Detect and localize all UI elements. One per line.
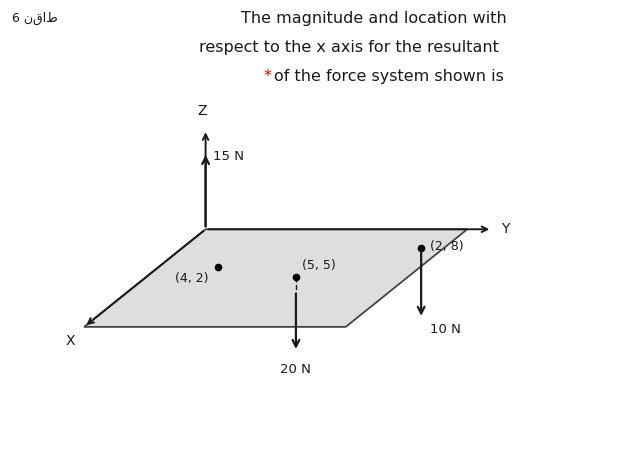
Text: respect to the x axis for the resultant: respect to the x axis for the resultant <box>199 40 499 55</box>
Text: 15 N: 15 N <box>213 150 244 163</box>
Text: X: X <box>65 334 75 348</box>
Text: Y: Y <box>502 222 510 236</box>
Text: (2, 8): (2, 8) <box>430 240 464 252</box>
Text: Z: Z <box>197 104 207 118</box>
Polygon shape <box>84 229 467 327</box>
Text: (5, 5): (5, 5) <box>302 259 336 272</box>
Text: 20 N: 20 N <box>280 363 312 376</box>
Text: The magnitude and location with: The magnitude and location with <box>241 11 506 26</box>
Text: (4, 2): (4, 2) <box>175 272 209 285</box>
Text: *: * <box>263 69 271 84</box>
Text: 6 نقاط: 6 نقاط <box>12 11 58 25</box>
Text: 10 N: 10 N <box>430 323 462 336</box>
Text: of the force system shown is: of the force system shown is <box>274 69 504 84</box>
